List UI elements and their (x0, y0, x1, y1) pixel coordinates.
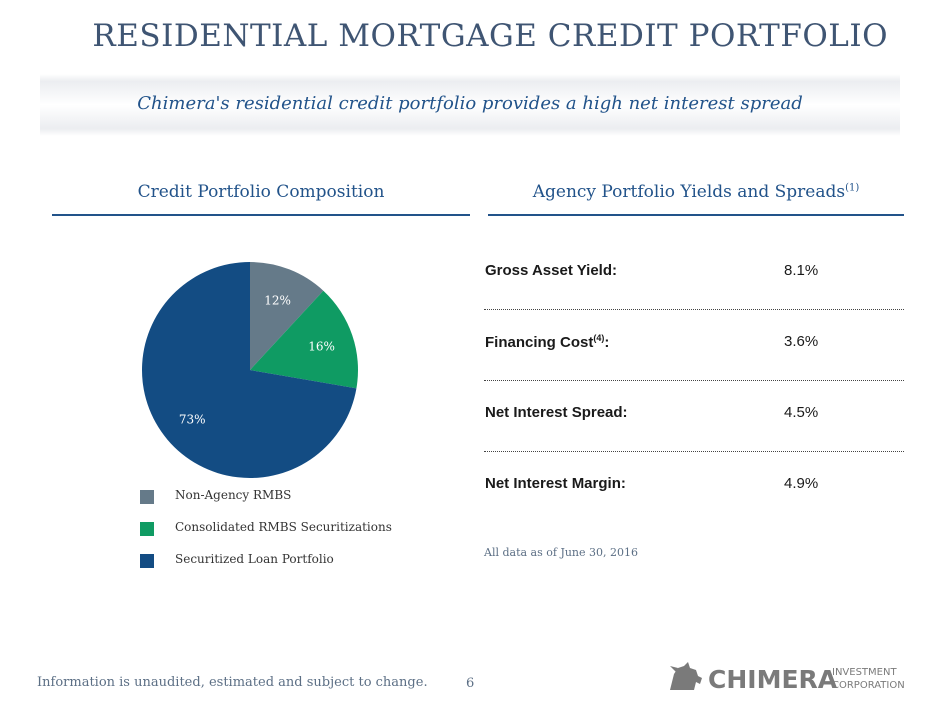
pie-slice-2 (250, 290, 358, 389)
page-title: RESIDENTIAL MORTGAGE CREDIT PORTFOLIO (92, 18, 888, 54)
logo-line2: CORPORATION (832, 680, 905, 691)
chimera-logo: CHIMERA INVESTMENT CORPORATION (666, 660, 912, 694)
metric-value-4: 4.9% (784, 475, 819, 492)
legend-swatch-2 (140, 522, 154, 536)
right-section-rule (488, 214, 904, 216)
right-section-heading-text: Agency Portfolio Yields and Spreads (532, 182, 846, 202)
legend-label-3: Securitized Loan Portfolio (175, 552, 334, 566)
legend-label-2: Consolidated RMBS Securitizations (175, 520, 392, 534)
metric-label-4: Net Interest Margin: (485, 475, 626, 492)
metric-note-2: (4) (593, 333, 605, 343)
left-section-heading: Credit Portfolio Composition (52, 182, 470, 202)
metric-divider-3 (484, 451, 904, 452)
metric-divider-2 (484, 380, 904, 381)
page-subtitle: Chimera's residential credit portfolio p… (137, 93, 803, 114)
logo-wordmark: CHIMERA (708, 665, 838, 694)
metric-label-3: Net Interest Spread: (485, 404, 628, 421)
yields-spreads-table: Gross Asset Yield: 8.1% Financing Cost(4):… (484, 258, 904, 542)
metric-value-3: 4.5% (784, 404, 819, 421)
subtitle-banner (40, 74, 900, 136)
legend-swatch-1 (140, 490, 154, 504)
left-section-rule (52, 214, 470, 216)
metric-row-4: Net Interest Margin: 4.9% (484, 471, 904, 542)
pie-label-1: 12% (264, 294, 291, 308)
right-section-heading: Agency Portfolio Yields and Spreads(1) (488, 182, 904, 202)
page-number: 6 (466, 676, 475, 691)
as-of-note: All data as of June 30, 2016 (484, 546, 639, 559)
pie-slice-1 (250, 262, 324, 370)
right-section-heading-note: (1) (845, 182, 860, 194)
footer-disclaimer: Information is unaudited, estimated and … (37, 675, 428, 690)
legend-swatch-3 (140, 554, 154, 568)
metric-row-1: Gross Asset Yield: 8.1% (484, 258, 904, 329)
metric-value-2: 3.6% (784, 333, 819, 350)
portfolio-pie-chart: 12% 16% 73% (130, 250, 370, 490)
metric-label-1: Gross Asset Yield: (485, 262, 617, 279)
pie-svg: 12% 16% 73% (142, 262, 358, 478)
metric-row-2: Financing Cost(4): 3.6% (484, 329, 904, 400)
left-section-heading-text: Credit Portfolio Composition (137, 182, 385, 202)
pie-slice-3 (142, 262, 357, 478)
metric-value-1: 8.1% (784, 262, 819, 279)
metric-divider-1 (484, 309, 904, 310)
pie-label-2: 16% (308, 340, 335, 354)
metric-row-3: Net Interest Spread: 4.5% (484, 400, 904, 471)
pie-label-3: 73% (179, 413, 206, 427)
logo-line1: INVESTMENT (832, 667, 897, 678)
metric-label-2: Financing Cost(4): (485, 333, 610, 351)
chimera-logo-icon: CHIMERA INVESTMENT CORPORATION (670, 662, 905, 694)
legend-label-1: Non-Agency RMBS (175, 488, 292, 502)
